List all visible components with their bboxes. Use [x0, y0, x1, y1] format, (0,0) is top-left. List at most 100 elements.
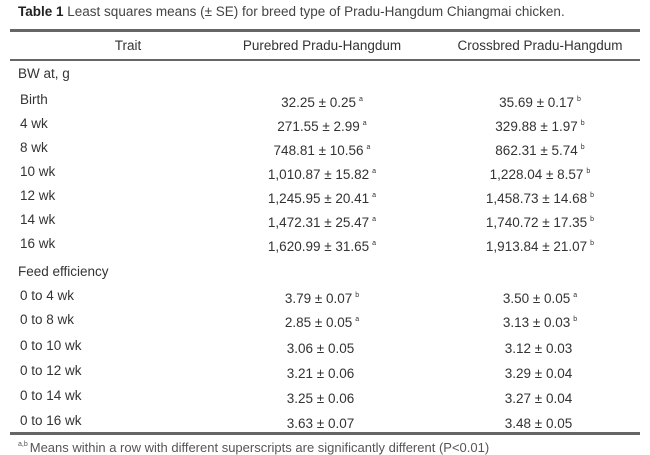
crossbred-superscript: b: [590, 240, 595, 247]
crossbred-value: 3.13 ± 0.03: [502, 315, 571, 330]
purebred-cell: 3.79 ± 0.07 b: [222, 285, 422, 310]
header-crossbred: Crossbred Pradu-Hangdum: [457, 38, 623, 53]
trait-cell: 16 wk: [20, 236, 56, 251]
crossbred-cell: 1,740.72 ± 17.35 b: [440, 209, 640, 234]
footnote-text: Means within a row with different supers…: [29, 440, 490, 455]
crossbred-superscript: b: [580, 120, 585, 127]
purebred-value: 271.55 ± 2.99: [277, 119, 360, 134]
table-row: 0 to 10 wk 3.06 ± 0.05 3.12 ± 0.03: [0, 335, 650, 357]
trait-cell: 0 to 4 wk: [20, 288, 75, 303]
crossbred-cell: 3.12 ± 0.03: [440, 335, 640, 360]
trait-cell: 10 wk: [20, 164, 56, 179]
purebred-cell: 1,245.95 ± 20.41 a: [222, 185, 422, 210]
purebred-superscript: a: [359, 96, 363, 103]
crossbred-superscript: b: [580, 144, 585, 151]
crossbred-cell: 1,458.73 ± 14.68 b: [440, 185, 640, 210]
table-row: 12 wk 1,245.95 ± 20.41 a 1,458.73 ± 14.68 b: [0, 185, 650, 207]
crossbred-value: 1,458.73 ± 14.68: [485, 191, 588, 206]
section-title-text: BW at, g: [18, 66, 70, 81]
crossbred-superscript: b: [590, 216, 595, 223]
trait-cell: 0 to 8 wk: [20, 312, 75, 327]
crossbred-superscript: b: [586, 168, 591, 175]
purebred-value: 1,245.95 ± 20.41: [267, 191, 370, 206]
table-row: 8 wk 748.81 ± 10.56 a 862.31 ± 5.74 b: [0, 137, 650, 159]
crossbred-cell: 3.50 ± 0.05 a: [440, 285, 640, 310]
table-row: 4 wk 271.55 ± 2.99 a 329.88 ± 1.97 b: [0, 113, 650, 135]
purebred-value: 1,472.31 ± 25.47: [267, 215, 370, 230]
header-rule: [10, 59, 640, 61]
crossbred-cell: 3.13 ± 0.03 b: [440, 309, 640, 334]
crossbred-superscript: a: [573, 292, 578, 299]
trait-cell: 8 wk: [20, 140, 48, 155]
purebred-cell: 1,620.99 ± 31.65 a: [222, 233, 422, 258]
purebred-cell: 1,010.87 ± 15.82 a: [222, 161, 422, 186]
trait-cell: 0 to 16 wk: [20, 413, 82, 428]
purebred-superscript: b: [355, 292, 360, 299]
table-row: 0 to 12 wk 3.21 ± 0.06 3.29 ± 0.04: [0, 360, 650, 382]
table-row: 0 to 4 wk 3.79 ± 0.07 b 3.50 ± 0.05 a: [0, 285, 650, 307]
purebred-superscript: a: [372, 216, 377, 223]
trait-cell: 0 to 12 wk: [20, 363, 82, 378]
header-trait: Trait: [114, 38, 142, 53]
purebred-cell: 748.81 ± 10.56 a: [222, 137, 422, 162]
crossbred-cell: 3.29 ± 0.04: [440, 360, 640, 385]
caption-text: Least squares means (± SE) for breed typ…: [63, 4, 565, 19]
header-purebred: Purebred Pradu-Hangdum: [242, 38, 402, 53]
crossbred-value: 3.29 ± 0.04: [504, 366, 573, 381]
crossbred-value: 3.50 ± 0.05: [502, 291, 571, 306]
section-title: Feed efficiency: [0, 261, 650, 283]
purebred-superscript: a: [355, 316, 360, 323]
footnote: a,b Means within a row with different sup…: [18, 440, 489, 455]
crossbred-value: 1,228.04 ± 8.57: [489, 167, 584, 182]
table-row: 0 to 16 wk 3.63 ± 0.07 3.48 ± 0.05: [0, 410, 650, 432]
crossbred-value: 329.88 ± 1.97: [495, 119, 578, 134]
crossbred-value: 1,740.72 ± 17.35: [485, 215, 588, 230]
crossbred-cell: 3.27 ± 0.04: [440, 385, 640, 410]
crossbred-superscript: b: [573, 316, 578, 323]
purebred-cell: 2.85 ± 0.05 a: [222, 309, 422, 334]
table-caption: Table 1 Least squares means (± SE) for b…: [18, 4, 565, 19]
purebred-cell: 32.25 ± 0.25 a: [222, 89, 422, 114]
section-title-text: Feed efficiency: [18, 264, 109, 279]
table-label: Table 1: [18, 4, 64, 19]
header-row: Trait Purebred Pradu-Hangdum Crossbred P…: [0, 35, 650, 57]
crossbred-value: 35.69 ± 0.17: [499, 95, 575, 110]
crossbred-cell: 862.31 ± 5.74 b: [440, 137, 640, 162]
purebred-cell: 1,472.31 ± 25.47 a: [222, 209, 422, 234]
purebred-value: 2.85 ± 0.05: [284, 315, 353, 330]
purebred-value: 3.63 ± 0.07: [286, 416, 355, 431]
table-row: Birth 32.25 ± 0.25 a 35.69 ± 0.17 b: [0, 89, 650, 111]
trait-cell: 4 wk: [20, 116, 48, 131]
section-title: BW at, g: [0, 63, 650, 85]
crossbred-value: 1,913.84 ± 21.07: [485, 239, 588, 254]
purebred-value: 32.25 ± 0.25: [281, 95, 357, 110]
purebred-cell: 271.55 ± 2.99 a: [222, 113, 422, 138]
purebred-superscript: a: [372, 168, 377, 175]
purebred-superscript: a: [366, 144, 371, 151]
trait-cell: 0 to 14 wk: [20, 388, 82, 403]
purebred-value: 1,010.87 ± 15.82: [267, 167, 370, 182]
crossbred-value: 3.48 ± 0.05: [504, 416, 573, 431]
crossbred-value: 3.27 ± 0.04: [504, 391, 573, 406]
trait-cell: 12 wk: [20, 188, 56, 203]
footnote-sup: a,b: [18, 441, 28, 448]
purebred-value: 3.25 ± 0.06: [286, 391, 355, 406]
purebred-superscript: a: [372, 240, 377, 247]
purebred-value: 1,620.99 ± 31.65: [267, 239, 370, 254]
crossbred-value: 3.12 ± 0.03: [504, 341, 573, 356]
purebred-cell: 3.25 ± 0.06: [222, 385, 422, 410]
trait-cell: 0 to 10 wk: [20, 338, 82, 353]
crossbred-superscript: b: [590, 192, 595, 199]
crossbred-value: 862.31 ± 5.74: [495, 143, 578, 158]
table-row: 14 wk 1,472.31 ± 25.47 a 1,740.72 ± 17.35 b: [0, 209, 650, 231]
crossbred-cell: 329.88 ± 1.97 b: [440, 113, 640, 138]
crossbred-cell: 35.69 ± 0.17 b: [440, 89, 640, 114]
purebred-value: 3.79 ± 0.07: [284, 291, 353, 306]
trait-cell: Birth: [20, 92, 48, 107]
purebred-cell: 3.21 ± 0.06: [222, 360, 422, 385]
crossbred-superscript: b: [577, 96, 581, 103]
table-row: 10 wk 1,010.87 ± 15.82 a 1,228.04 ± 8.57 b: [0, 161, 650, 183]
purebred-cell: 3.63 ± 0.07: [222, 410, 422, 435]
purebred-superscript: a: [362, 120, 367, 127]
purebred-value: 3.21 ± 0.06: [286, 366, 355, 381]
